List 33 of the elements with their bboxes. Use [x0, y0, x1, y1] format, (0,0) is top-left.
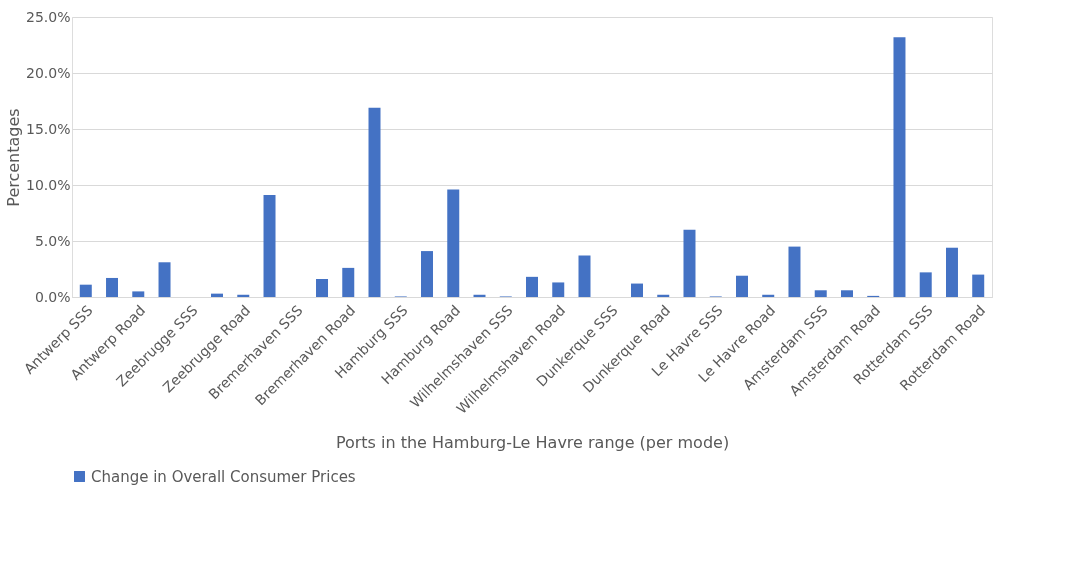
bar: [630, 283, 643, 297]
y-tick-label: 10.0%: [26, 176, 71, 193]
bar: [840, 290, 853, 297]
y-axis-title: Percentages: [4, 108, 24, 207]
bar: [79, 284, 92, 297]
bar: [447, 189, 460, 297]
bar: [211, 293, 224, 297]
x-axis-title: Ports in the Hamburg-Le Havre range (per mode): [335, 432, 730, 452]
bar: [342, 267, 355, 297]
bar: [919, 272, 932, 297]
y-tick-label: 15.0%: [26, 120, 71, 137]
bar: [735, 275, 748, 297]
bar: [814, 290, 827, 297]
bar: [106, 277, 119, 297]
bar: [552, 282, 565, 297]
bar: [683, 229, 696, 297]
bar: [945, 247, 958, 297]
bar: [893, 37, 906, 297]
bar: [526, 276, 538, 297]
bar: [263, 195, 276, 297]
y-tick-label: 25.0%: [26, 8, 71, 25]
bar: [132, 291, 145, 297]
bar: [158, 262, 171, 297]
y-tick-label: 0.0%: [34, 288, 71, 305]
bar: [316, 279, 329, 297]
bar: [788, 246, 801, 297]
y-tick-label: 5.0%: [34, 232, 71, 249]
y-tick-label: 20.0%: [26, 64, 71, 81]
bar: [578, 255, 591, 297]
bar: [368, 107, 381, 297]
legend-label: Change in Overall Consumer Prices: [91, 467, 356, 486]
bar: [972, 274, 985, 297]
bar: [421, 251, 434, 297]
